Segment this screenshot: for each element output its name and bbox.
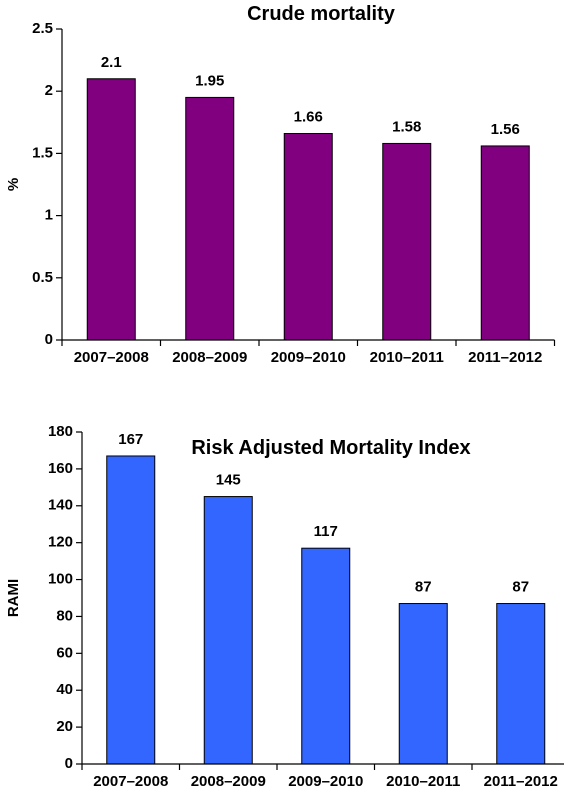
crude-mortality-data-label-1: 2.1 (101, 54, 122, 71)
crude-mortality-x-tick-label-4: 2010–2011 (370, 349, 444, 366)
rami-x-tick-label-5: 2011–2012 (484, 773, 558, 790)
rami-y-tick-label: 100 (48, 571, 73, 588)
rami-y-tick-label: 140 (48, 497, 73, 514)
rami-data-label-4: 87 (415, 579, 432, 596)
rami-x-tick-label-4: 2010–2011 (386, 773, 460, 790)
crude-mortality-x-tick-label-1: 2007–2008 (74, 349, 149, 366)
rami-chart: Risk Adjusted Mortality Index RAMI 0 20 40 60… (5, 423, 564, 790)
crude-mortality-bar-3 (283, 132, 333, 341)
crude-mortality-title: Crude mortality (247, 3, 396, 25)
rami-y-tick-label: 80 (56, 607, 73, 624)
crude-mortality-x-tick-label-3: 2009–2010 (271, 349, 346, 366)
rami-x-tick-label-2: 2008–2009 (191, 773, 266, 790)
crude-mortality-y-tick-label: 1 (45, 207, 53, 224)
rami-y-tick-label: 40 (56, 681, 73, 698)
rami-data-label-5: 87 (512, 579, 529, 596)
crude-mortality-bar-5 (480, 145, 530, 341)
crude-mortality-y-tick-label: 0.5 (32, 269, 53, 286)
crude-mortality-data-label-4: 1.58 (392, 118, 421, 135)
rami-x-tick-label-1: 2007–2008 (93, 773, 168, 790)
crude-mortality-data-label-2: 1.95 (195, 72, 224, 89)
rami-data-label-2: 145 (216, 472, 241, 489)
crude-mortality-x-tick-label-5: 2011–2012 (468, 349, 542, 366)
crude-mortality-bar-1 (86, 78, 136, 341)
crude-mortality-y-axis-label: % (5, 178, 22, 191)
crude-mortality-data-label-3: 1.66 (294, 108, 323, 125)
rami-x-tick-label-3: 2009–2010 (288, 773, 363, 790)
rami-data-label-3: 117 (314, 523, 338, 540)
rami-y-axis-label: RAMI (5, 579, 22, 617)
crude-mortality-data-label-5: 1.56 (491, 121, 520, 138)
crude-mortality-y-tick-label: 0 (45, 331, 53, 348)
crude-mortality-y-tick-label: 2.5 (32, 20, 53, 37)
rami-data-label-1: 167 (118, 431, 143, 448)
rami-y-tick-label: 60 (56, 644, 73, 661)
rami-bar-2 (203, 496, 253, 765)
rami-title: Risk Adjusted Mortality Index (191, 437, 470, 459)
crude-mortality-bar-4 (382, 142, 432, 341)
crude-mortality-y-tick-label: 2 (45, 82, 53, 99)
crude-mortality-x-tick-label-2: 2008–2009 (172, 349, 247, 366)
rami-y-tick-label: 0 (65, 755, 73, 772)
rami-y-tick-label: 120 (48, 534, 73, 551)
crude-mortality-y-tick-label: 1.5 (32, 144, 53, 161)
crude-mortality-bar-2 (185, 96, 235, 341)
rami-y-tick-label: 180 (48, 423, 73, 440)
rami-bar-5 (496, 603, 546, 765)
rami-bar-3 (301, 547, 351, 765)
rami-y-tick-label: 20 (56, 718, 73, 735)
crude-mortality-chart: Crude mortality% 0 0.5 1 1.5 2 2.5 2.1 2007–2008… (5, 3, 556, 366)
rami-y-tick-label: 160 (48, 460, 73, 477)
rami-bar-1 (106, 455, 156, 765)
rami-bar-4 (398, 603, 448, 765)
